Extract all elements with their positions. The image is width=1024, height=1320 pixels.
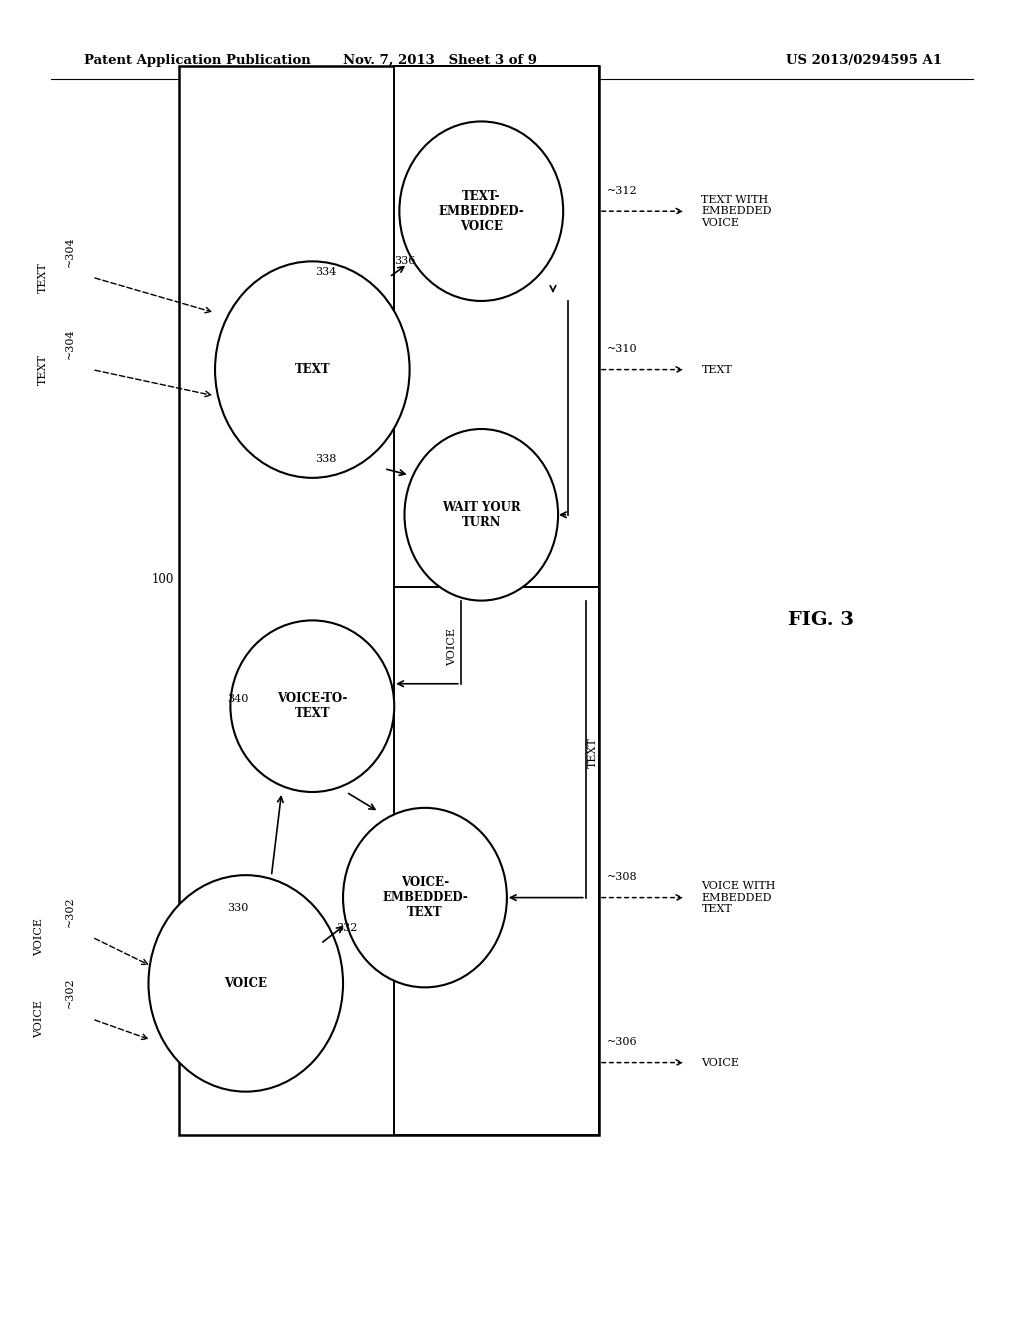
Text: TEXT-
EMBEDDED-
VOICE: TEXT- EMBEDDED- VOICE xyxy=(438,190,524,232)
Text: TEXT: TEXT xyxy=(588,737,598,768)
Text: ~302: ~302 xyxy=(65,978,75,1008)
Text: TEXT: TEXT xyxy=(701,364,732,375)
Text: 330: 330 xyxy=(227,903,249,913)
Text: VOICE: VOICE xyxy=(701,1057,739,1068)
Text: VOICE: VOICE xyxy=(447,628,458,665)
Bar xyxy=(394,66,599,587)
Text: Patent Application Publication: Patent Application Publication xyxy=(84,54,310,67)
Text: TEXT: TEXT xyxy=(295,363,330,376)
Text: 336: 336 xyxy=(394,256,416,267)
Text: 100: 100 xyxy=(152,573,174,586)
Text: VOICE WITH
EMBEDDED
TEXT: VOICE WITH EMBEDDED TEXT xyxy=(701,880,776,915)
Ellipse shape xyxy=(399,121,563,301)
Text: US 2013/0294595 A1: US 2013/0294595 A1 xyxy=(786,54,942,67)
Text: TEXT: TEXT xyxy=(38,261,48,293)
Text: VOICE: VOICE xyxy=(34,919,44,956)
Text: 332: 332 xyxy=(336,923,357,933)
Text: 338: 338 xyxy=(315,454,337,465)
Text: TEXT WITH
EMBEDDED
VOICE: TEXT WITH EMBEDDED VOICE xyxy=(701,194,772,228)
Text: VOICE-TO-
TEXT: VOICE-TO- TEXT xyxy=(278,692,347,721)
Ellipse shape xyxy=(215,261,410,478)
Text: ~308: ~308 xyxy=(607,873,638,883)
Ellipse shape xyxy=(404,429,558,601)
Text: ~304: ~304 xyxy=(65,236,75,267)
Text: FIG. 3: FIG. 3 xyxy=(788,611,854,630)
Ellipse shape xyxy=(343,808,507,987)
Text: Nov. 7, 2013   Sheet 3 of 9: Nov. 7, 2013 Sheet 3 of 9 xyxy=(343,54,538,67)
Text: ~302: ~302 xyxy=(65,896,75,927)
Text: ~304: ~304 xyxy=(65,329,75,359)
Bar xyxy=(394,587,599,1135)
Bar xyxy=(179,66,599,1135)
Ellipse shape xyxy=(230,620,394,792)
Text: ~312: ~312 xyxy=(607,186,638,197)
Text: VOICE: VOICE xyxy=(34,1001,44,1038)
Text: TEXT: TEXT xyxy=(38,354,48,385)
Text: WAIT YOUR
TURN: WAIT YOUR TURN xyxy=(442,500,520,529)
Text: ~306: ~306 xyxy=(607,1038,638,1048)
Text: VOICE: VOICE xyxy=(224,977,267,990)
Ellipse shape xyxy=(148,875,343,1092)
Text: 340: 340 xyxy=(227,694,249,705)
Text: ~310: ~310 xyxy=(607,345,638,355)
Text: VOICE-
EMBEDDED-
TEXT: VOICE- EMBEDDED- TEXT xyxy=(382,876,468,919)
Text: 334: 334 xyxy=(315,267,337,277)
